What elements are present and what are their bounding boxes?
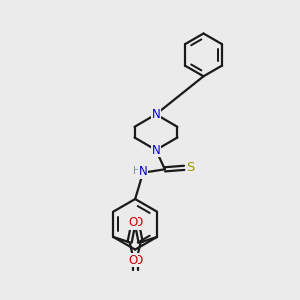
Text: O: O	[133, 217, 142, 230]
Text: O: O	[133, 254, 142, 267]
Text: S: S	[187, 161, 195, 174]
Text: O: O	[128, 254, 137, 267]
Text: O: O	[128, 217, 137, 230]
Text: H: H	[133, 166, 141, 176]
Text: N: N	[139, 165, 148, 178]
Text: N: N	[152, 108, 160, 121]
Text: N: N	[152, 143, 160, 157]
